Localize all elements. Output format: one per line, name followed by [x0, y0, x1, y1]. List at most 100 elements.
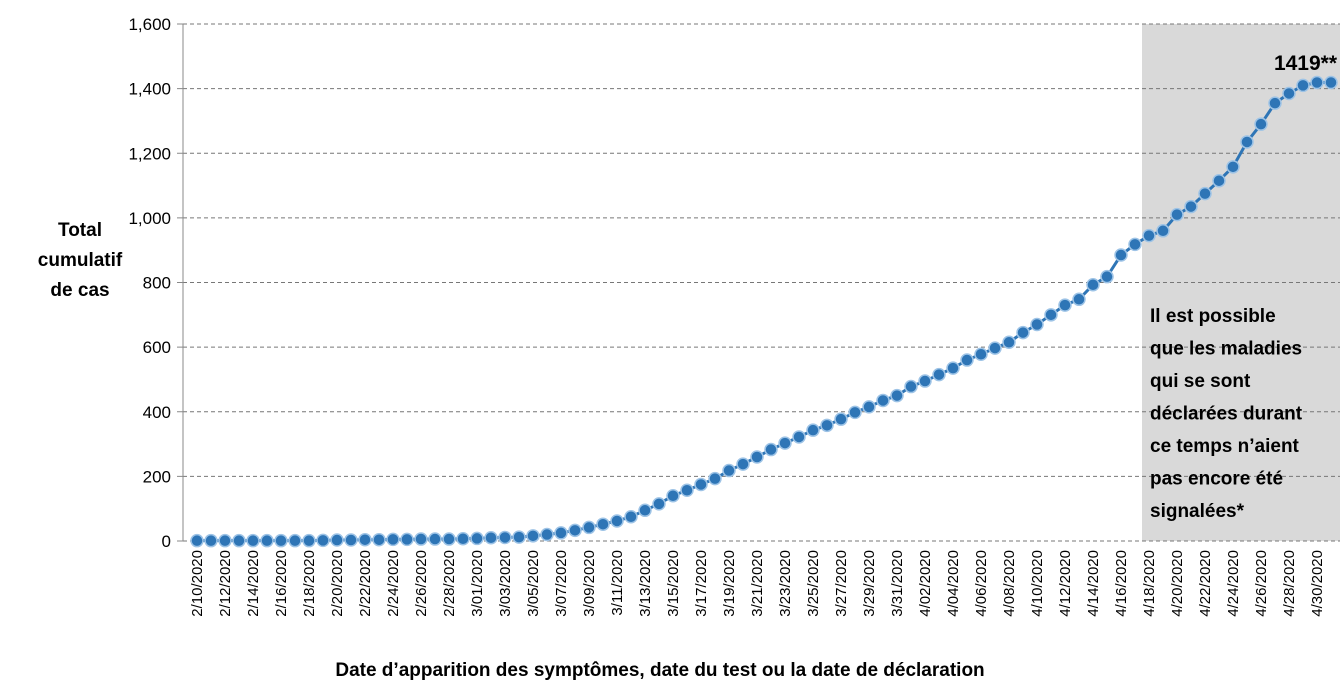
x-tick-label: 2/20/2020 [329, 550, 346, 617]
data-point [1142, 228, 1156, 243]
x-tick-label: 2/28/2020 [441, 550, 458, 617]
x-tick-label: 2/14/2020 [245, 550, 262, 617]
y-tick-label: 200 [143, 467, 171, 486]
data-point [1044, 308, 1058, 322]
x-tick-label: 4/14/2020 [1085, 550, 1102, 617]
data-point [750, 450, 764, 464]
data-point [680, 483, 694, 498]
data-point [526, 529, 540, 543]
data-point [330, 533, 344, 547]
x-tick-label: 2/16/2020 [273, 550, 290, 617]
data-point [260, 533, 274, 548]
data-point [806, 423, 820, 437]
x-tick-label: 2/26/2020 [413, 550, 430, 617]
data-point [848, 405, 862, 420]
data-point [204, 533, 218, 548]
y-tick-label: 1,000 [128, 209, 171, 228]
data-point [974, 347, 988, 361]
data-point [470, 531, 484, 546]
data-point [1002, 335, 1016, 350]
data-point [288, 533, 302, 548]
data-point [1240, 135, 1254, 149]
data-point [792, 430, 806, 444]
y-tick-label: 1,400 [128, 80, 171, 99]
data-point [834, 412, 848, 426]
data-point [624, 510, 638, 524]
data-point [876, 393, 890, 408]
x-tick-label: 4/30/2020 [1309, 550, 1326, 617]
data-point [498, 530, 512, 545]
data-point [694, 477, 708, 492]
data-point [428, 532, 442, 546]
annotation: que les maladies [1150, 339, 1302, 360]
data-point [1226, 160, 1240, 174]
data-point [218, 533, 232, 548]
data-point [1296, 78, 1310, 93]
x-tick-label: 4/08/2020 [1001, 550, 1018, 617]
x-tick-label: 3/29/2020 [861, 550, 878, 617]
x-tick-label: 3/15/2020 [665, 550, 682, 617]
data-point [512, 530, 526, 544]
data-point [442, 532, 456, 546]
data-point [932, 367, 946, 382]
x-tick-label: 3/13/2020 [637, 550, 654, 617]
data-point [190, 533, 204, 548]
y-tick-label: 400 [143, 403, 171, 422]
data-point [890, 388, 904, 403]
data-point [540, 527, 554, 542]
x-tick-label: 4/18/2020 [1141, 550, 1158, 617]
data-point [778, 436, 792, 450]
data-point [638, 503, 652, 518]
data-point [1016, 325, 1030, 340]
data-point [1282, 86, 1296, 101]
x-tick-label: 3/07/2020 [553, 550, 570, 617]
data-point [358, 532, 372, 547]
x-tick-label: 4/26/2020 [1253, 550, 1270, 617]
data-point [946, 361, 960, 375]
data-point [820, 418, 834, 433]
data-point [456, 531, 470, 546]
data-point [484, 531, 498, 545]
x-tick-label: 4/24/2020 [1225, 550, 1242, 617]
data-point [610, 514, 624, 528]
data-point [1156, 224, 1170, 238]
data-point [582, 520, 596, 535]
x-tick-label: 3/31/2020 [889, 550, 906, 617]
line-series [197, 80, 1331, 543]
annotation: 1419** [1274, 52, 1338, 75]
data-point [1086, 278, 1100, 292]
x-axis-label: Date d’apparition des symptômes, date du… [335, 660, 984, 681]
x-tick-label: 4/04/2020 [945, 550, 962, 617]
data-point [1114, 248, 1128, 262]
data-point [1128, 237, 1142, 252]
data-point [960, 353, 974, 367]
data-point [722, 463, 736, 478]
x-tick-label: 3/09/2020 [581, 550, 598, 617]
annotation: signalées* [1150, 501, 1245, 522]
data-point [904, 379, 918, 394]
x-tick-label: 3/01/2020 [469, 550, 486, 617]
data-point [708, 471, 722, 486]
data-point [862, 400, 876, 414]
x-tick-label: 4/06/2020 [973, 550, 990, 617]
x-tick-label: 3/19/2020 [721, 550, 738, 617]
annotation: ce temps n’aient [1150, 436, 1300, 457]
data-point [1170, 207, 1184, 222]
data-point [372, 532, 386, 547]
x-tick-label: 2/24/2020 [385, 550, 402, 617]
x-tick-label: 4/20/2020 [1169, 550, 1186, 617]
y-axis-label: de cas [50, 280, 109, 301]
data-point [1212, 173, 1226, 188]
x-tick-label: 4/16/2020 [1113, 550, 1130, 617]
data-point [1310, 75, 1324, 90]
data-point [344, 533, 358, 547]
data-point [1268, 96, 1282, 110]
x-tick-label: 3/21/2020 [749, 550, 766, 617]
x-tick-label: 3/05/2020 [525, 550, 542, 617]
x-tick-label: 2/10/2020 [189, 550, 206, 617]
data-point [1324, 75, 1338, 90]
x-tick-label: 4/22/2020 [1197, 550, 1214, 617]
x-tick-label: 3/11/2020 [609, 550, 626, 616]
data-point [1254, 117, 1268, 131]
